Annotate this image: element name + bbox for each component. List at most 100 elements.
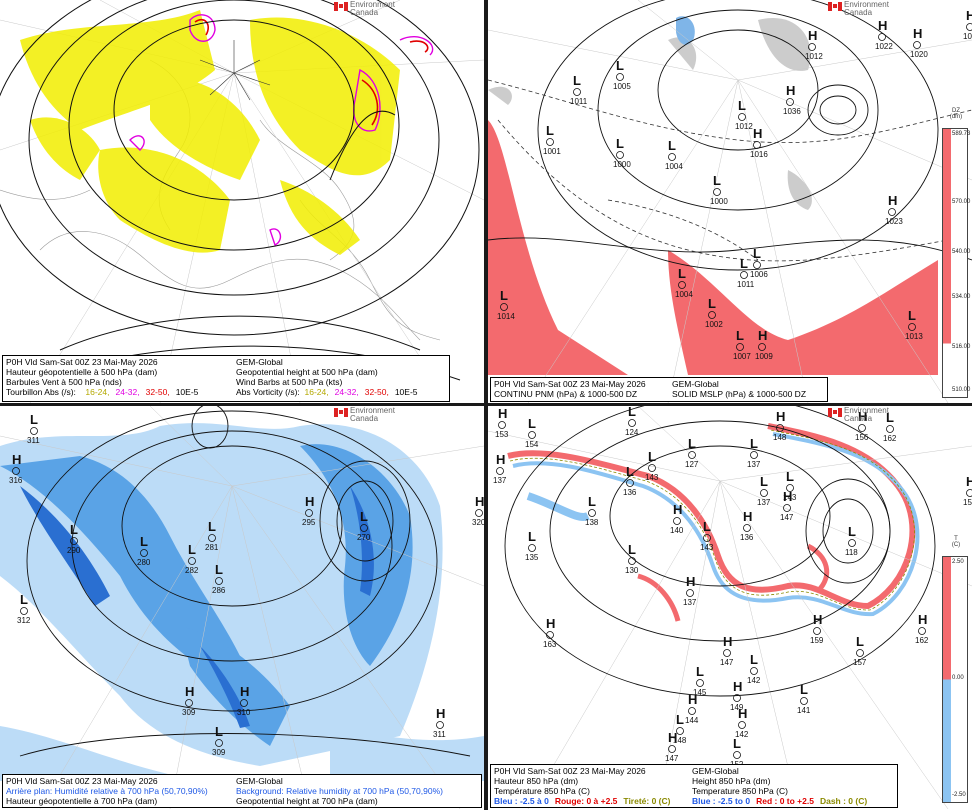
center-marker xyxy=(848,539,856,547)
center-value: 311 xyxy=(433,730,446,739)
center-letter: L xyxy=(588,494,596,509)
center-value: 138 xyxy=(585,518,599,527)
pressure-center-low: L 1004 xyxy=(665,138,683,171)
meridians xyxy=(0,406,484,809)
center-marker xyxy=(878,33,886,41)
center-marker xyxy=(738,721,746,729)
pressure-center-low: L 145 xyxy=(693,664,707,697)
pressure-center-high: H 1020 xyxy=(910,26,928,59)
center-value: 1012 xyxy=(735,122,753,131)
center-marker xyxy=(800,697,808,705)
pressure-center-high: H 148 xyxy=(773,409,787,442)
center-marker xyxy=(215,739,223,747)
env-canada-logo: Environment Canada xyxy=(334,1,395,17)
thickness-lines xyxy=(488,79,972,262)
center-letter: H xyxy=(913,26,922,41)
center-marker xyxy=(12,467,20,475)
center-marker xyxy=(736,343,744,351)
pressure-center-low: L 118 xyxy=(845,524,858,557)
center-marker xyxy=(750,667,758,675)
center-letter: L xyxy=(738,98,746,113)
pressure-centers: L 311 H 316 L 290 L 280 L 281 H 295 L 270 H 320 L 286 L 282… xyxy=(9,412,484,757)
pressure-center-high: H 1009 xyxy=(755,328,773,361)
vorticity-yellow xyxy=(20,10,400,255)
center-value: 1013 xyxy=(905,332,923,341)
center-letter: L xyxy=(733,736,741,751)
center-letter: H xyxy=(888,193,897,208)
center-value: 1000 xyxy=(710,197,728,206)
center-value: 1002 xyxy=(705,320,723,329)
pressure-center-low: L 136 xyxy=(623,464,637,497)
center-letter: L xyxy=(736,328,744,343)
map-700hpa: L 311 H 316 L 290 L 280 L 281 H 295 L 270 H 320 L 286 L 282… xyxy=(0,406,484,809)
center-marker xyxy=(498,421,506,429)
pressure-center-low: L 142 xyxy=(747,652,761,685)
center-letter: H xyxy=(738,706,747,721)
center-marker xyxy=(858,424,866,432)
legend-850hpa: P0H Vld Sam-Sat 00Z 23 Mai-May 2026 GEM-G… xyxy=(490,764,898,808)
center-marker xyxy=(776,424,784,432)
center-marker xyxy=(628,419,636,427)
pressure-center-high: H 1016 xyxy=(750,126,768,159)
colorbar-tick: 510.00 xyxy=(952,387,971,393)
pressure-center-low: L 1005 xyxy=(613,58,631,91)
center-marker xyxy=(678,281,686,289)
center-value: 127 xyxy=(685,460,699,469)
pressure-center-low: L 309 xyxy=(212,724,226,757)
center-value: 163 xyxy=(543,640,557,649)
pressure-center-low: L 1011 xyxy=(570,73,588,106)
center-letter: H xyxy=(808,28,817,43)
center-marker xyxy=(70,537,78,545)
height-contours xyxy=(504,406,936,697)
center-value: 143 xyxy=(645,473,659,482)
center-marker xyxy=(886,425,894,433)
pressure-center-low: L 135 xyxy=(525,529,539,562)
center-value: 153 xyxy=(495,430,509,439)
center-marker xyxy=(500,303,508,311)
center-letter: H xyxy=(546,616,555,631)
pressure-center-high: H 1022 xyxy=(875,18,893,51)
center-value: 149 xyxy=(730,703,744,712)
pressure-center-high: H 295 xyxy=(302,494,316,527)
center-value: 280 xyxy=(137,558,151,567)
center-marker xyxy=(208,534,216,542)
center-letter: H xyxy=(786,83,795,98)
canada-flag-icon xyxy=(828,408,842,417)
pressure-center-low: L 1000 xyxy=(613,136,631,169)
center-letter: H xyxy=(743,509,752,524)
colorbar-gradient xyxy=(943,557,951,802)
colorbar-tick: 0.00 xyxy=(952,675,964,681)
center-value: 137 xyxy=(747,460,761,469)
center-value: 145 xyxy=(693,688,707,697)
colorbar-tick: 2.50 xyxy=(952,559,964,565)
pressure-center-low: L 1004 xyxy=(675,266,693,299)
colorbar-tick: 540.00 xyxy=(952,249,971,255)
center-value: 142 xyxy=(735,730,749,739)
legend-500hpa: P0H Vld Sam-Sat 00Z 23 Mai-May 2026 GEM-G… xyxy=(2,355,450,402)
panel-divider-horizontal xyxy=(0,403,972,406)
center-value: 140 xyxy=(670,526,684,535)
center-marker xyxy=(546,631,554,639)
pressure-center-low: L 312 xyxy=(17,592,31,625)
center-value: 320 xyxy=(472,518,484,527)
center-marker xyxy=(616,151,624,159)
center-letter: L xyxy=(688,436,696,451)
panel-mslp-thickness: L 1005 L 1011 L 1001 L 1004 L 1000 H 1016 L 1012 H 1036… xyxy=(488,0,972,403)
center-letter: H xyxy=(12,452,21,467)
zero-degree-band xyxy=(507,423,920,622)
pressure-center-high: H 159 xyxy=(810,612,824,645)
canada-flag-icon xyxy=(828,2,842,11)
center-letter: L xyxy=(208,519,216,534)
center-letter: L xyxy=(500,288,508,303)
center-letter: H xyxy=(436,706,445,721)
center-marker xyxy=(688,707,696,715)
center-value: 1006 xyxy=(750,270,768,279)
center-letter: L xyxy=(616,136,624,151)
center-value: 135 xyxy=(525,553,539,562)
center-marker xyxy=(546,138,554,146)
center-letter: L xyxy=(753,246,761,261)
center-letter: L xyxy=(70,522,78,537)
center-value: 1022 xyxy=(875,42,893,51)
center-value: 137 xyxy=(493,476,507,485)
